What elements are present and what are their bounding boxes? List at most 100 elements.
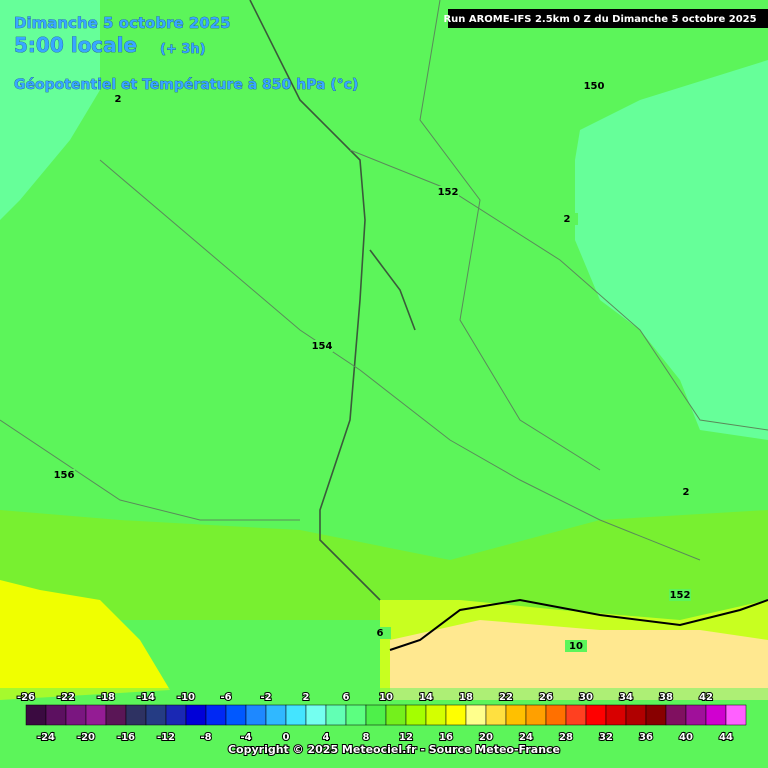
- colorbar-label: 16: [439, 732, 453, 743]
- contour-label: 2: [564, 214, 571, 225]
- colorbar-label: 38: [659, 692, 673, 703]
- contour-label-bg: [437, 186, 459, 198]
- colorbar-label: -18: [97, 692, 115, 703]
- colorbar-label: -12: [157, 732, 175, 743]
- colorbar-label: -24: [37, 732, 55, 743]
- colorbar-label: -4: [240, 732, 251, 743]
- colorbar-label: 24: [519, 732, 533, 743]
- legend-backdrop: [0, 688, 768, 768]
- colorbar-swatch: [265, 704, 287, 726]
- warm-area: [390, 620, 768, 700]
- warm-area: [0, 580, 170, 700]
- boundary: [419, 0, 601, 471]
- boundary: [349, 149, 768, 431]
- colorbar-label: -2: [260, 692, 271, 703]
- colorbar-swatch: [325, 704, 347, 726]
- colorbar-label: 8: [363, 732, 370, 743]
- contour-label: 152: [670, 590, 691, 601]
- colorbar-swatch: [425, 704, 447, 726]
- contour-label-bg: [583, 80, 605, 92]
- contour-label-bg: [369, 627, 391, 639]
- contour-label-bg: [669, 589, 691, 601]
- colorbar-label: 22: [499, 692, 513, 703]
- colorbar-swatch: [605, 704, 627, 726]
- time: 5:00 locale: [14, 33, 137, 57]
- colorbar-label: -14: [137, 692, 155, 703]
- contour-label: 152: [438, 187, 459, 198]
- colorbar-label: 28: [559, 732, 573, 743]
- colorbar-swatch: [85, 704, 107, 726]
- colorbar-swatch: [345, 704, 367, 726]
- colorbar-swatch: [505, 704, 527, 726]
- colorbar-label: -10: [177, 692, 195, 703]
- contour-label-bg: [556, 213, 578, 225]
- colorbar-swatch: [25, 704, 47, 726]
- estuary: [369, 249, 416, 331]
- colorbar-swatch: [645, 704, 667, 726]
- boundary: [99, 159, 701, 561]
- colorbar-swatch: [45, 704, 67, 726]
- colorbar-swatch: [445, 704, 467, 726]
- colorbar-label: 42: [699, 692, 713, 703]
- date: Dimanche 5 octobre 2025: [14, 14, 231, 32]
- colorbar-swatch: [485, 704, 507, 726]
- contour-label: 10: [569, 641, 583, 652]
- colorbar-swatch: [65, 704, 87, 726]
- colorbar-label: 2: [303, 692, 310, 703]
- colorbar-swatch: [145, 704, 167, 726]
- contour-label: 154: [312, 341, 333, 352]
- run-box: [448, 9, 768, 28]
- colorbar-swatch: [705, 704, 727, 726]
- colorbar-label: 30: [579, 692, 593, 703]
- contour-label: 6: [377, 628, 384, 639]
- colorbar-label: 26: [539, 692, 553, 703]
- colorbar-swatch: [525, 704, 547, 726]
- run: Run AROME-IFS 2.5km 0 Z du Dimanche 5 oc…: [443, 14, 756, 25]
- colorbar-swatch: [685, 704, 707, 726]
- contour-label: 2: [115, 94, 122, 105]
- colorbar-label: 40: [679, 732, 693, 743]
- coastline: [249, 0, 381, 601]
- colorbar-swatch: [405, 704, 427, 726]
- colorbar-label: 44: [719, 732, 733, 743]
- colorbar-swatch: [545, 704, 567, 726]
- colorbar-swatch: [305, 704, 327, 726]
- colorbar-label: -22: [57, 692, 75, 703]
- field: Géopotentiel et Température à 850 hPa (°…: [14, 77, 358, 93]
- contour-label-bg: [53, 469, 75, 481]
- colorbar-label: 32: [599, 732, 613, 743]
- copyright: Copyright © 2025 Meteociel.fr - Source M…: [228, 743, 560, 756]
- colorbar-label: -6: [220, 692, 231, 703]
- contour-label: 150: [584, 81, 605, 92]
- border: [389, 598, 768, 651]
- colorbar-swatch: [285, 704, 307, 726]
- colorbar-swatch: [565, 704, 587, 726]
- contour-label: 2: [683, 487, 690, 498]
- colorbar-swatch: [585, 704, 607, 726]
- colorbar-label: 20: [479, 732, 493, 743]
- colorbar-label: 18: [459, 692, 473, 703]
- colorbar-swatch: [625, 704, 647, 726]
- colorbar-label: -26: [17, 692, 35, 703]
- colorbar-swatch: [465, 704, 487, 726]
- colorbar-swatch: [125, 704, 147, 726]
- colorbar-label: 0: [283, 732, 290, 743]
- colorbar-label: 4: [323, 732, 330, 743]
- colorbar-label: -8: [200, 732, 211, 743]
- contour-label-bg: [565, 640, 587, 652]
- cool-area: [575, 60, 768, 440]
- colorbar-swatch: [725, 704, 747, 726]
- contour-label-bg: [675, 486, 697, 498]
- colorbar-label: 14: [419, 692, 433, 703]
- colorbar-swatch: [385, 704, 407, 726]
- colorbar-label: 6: [343, 692, 350, 703]
- colorbar-label: 36: [639, 732, 653, 743]
- boundary: [0, 419, 300, 521]
- contour-label-bg: [311, 340, 333, 352]
- contour-label-bg: [107, 93, 129, 105]
- cool-area: [0, 0, 100, 220]
- colorbar-swatch: [205, 704, 227, 726]
- colorbar-label: 10: [379, 692, 393, 703]
- colorbar-swatch: [665, 704, 687, 726]
